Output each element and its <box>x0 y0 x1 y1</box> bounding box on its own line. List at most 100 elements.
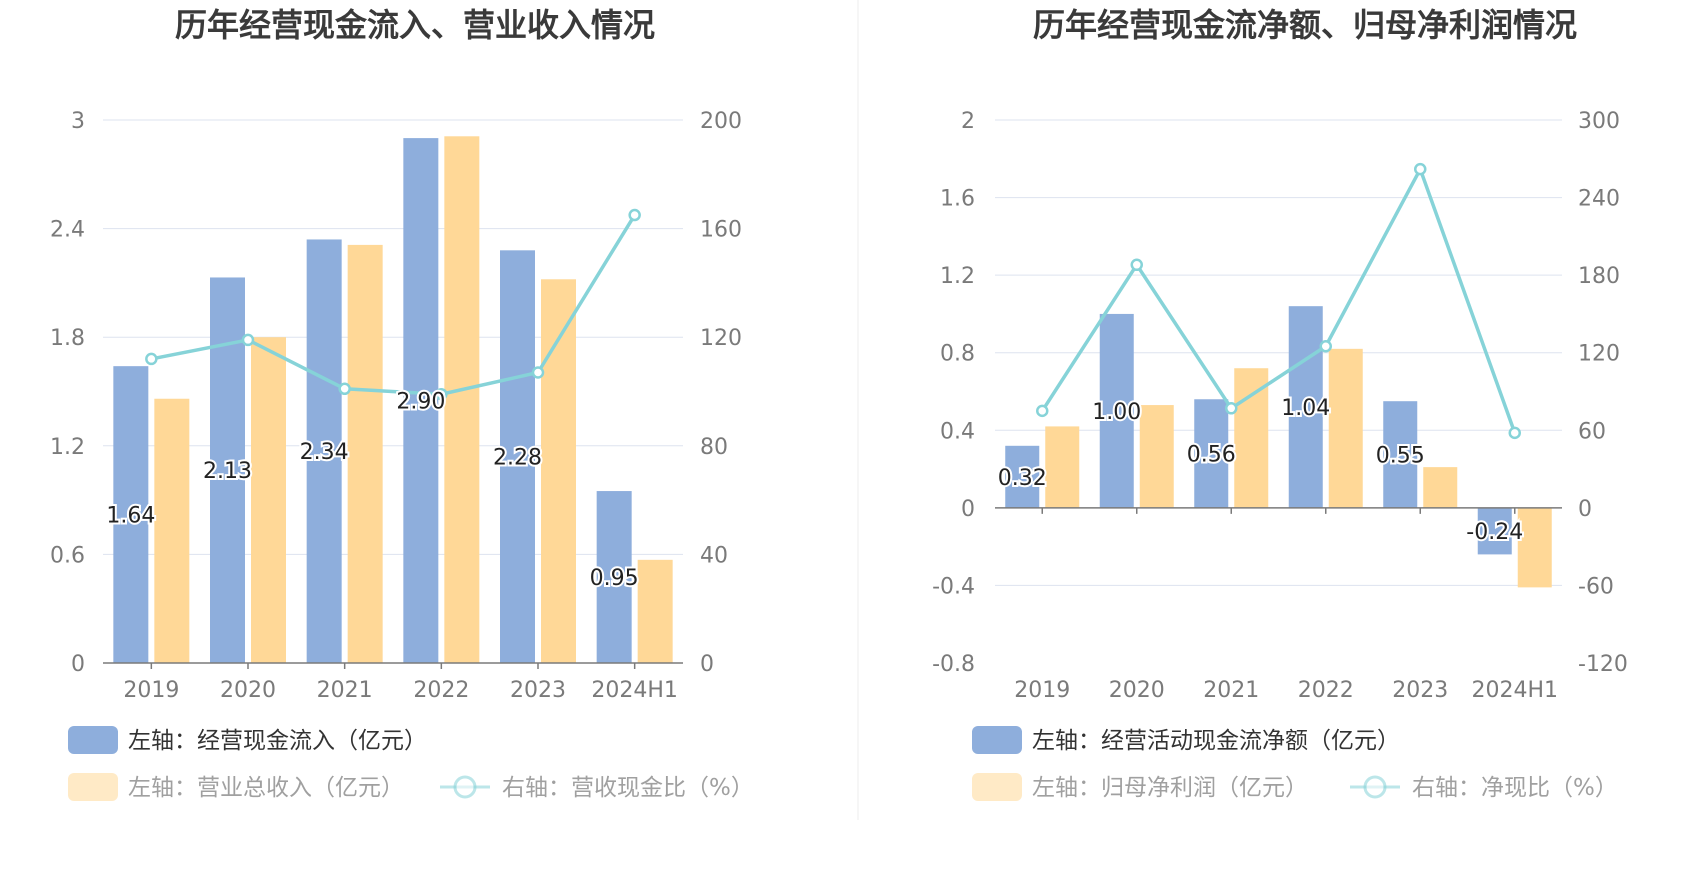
line-point <box>1036 404 1049 418</box>
data-label: 0.32 <box>998 466 1047 491</box>
right-axis-tick-label: 0 <box>700 652 714 677</box>
line-point <box>1225 402 1238 415</box>
data-label: 0.95 <box>590 566 639 591</box>
bar-series-1 <box>113 366 149 663</box>
legend-label-series-2: 左轴：归母净利润（亿元） <box>1032 775 1308 801</box>
bar-series-2 <box>541 279 576 663</box>
left-axis-tick-label: 1.2 <box>940 264 975 289</box>
bar-series-1 <box>306 239 342 663</box>
line-series <box>1040 164 1517 434</box>
left-axis-tick-label: 0.6 <box>50 543 85 568</box>
line-point <box>241 333 255 347</box>
x-axis-tick-label: 2020 <box>220 678 276 703</box>
line-point <box>628 208 641 222</box>
data-label: 2.28 <box>493 446 542 471</box>
right-axis-tick-label: 40 <box>700 543 728 568</box>
chart-title: 历年经营现金流入、营业收入情况 <box>175 6 655 44</box>
line-point <box>1130 258 1143 272</box>
x-axis-tick-label: 2021 <box>1203 678 1259 703</box>
right-axis-tick-label: 60 <box>1578 419 1606 444</box>
bar-series-2 <box>637 559 673 663</box>
legend-swatch-series-3 <box>1350 775 1400 799</box>
bar-series-1 <box>1383 401 1418 508</box>
right-axis-tick-label: -60 <box>1578 574 1614 599</box>
left-axis-tick-label: -0.4 <box>932 574 975 599</box>
line-point <box>1508 426 1521 440</box>
x-axis-tick-label: 2019 <box>123 678 179 703</box>
line-point <box>145 352 158 366</box>
line-point <box>1319 340 1332 353</box>
legend: 左轴：经营活动现金流净额（亿元） 左轴：归母净利润（亿元） 右轴：净现比（%） <box>972 726 1618 801</box>
legend-swatch-series-3 <box>440 775 490 799</box>
data-label: 2.34 <box>300 440 349 465</box>
x-axis-tick-label: 2024H1 <box>1471 678 1558 703</box>
line-point <box>1414 162 1427 176</box>
data-label: 2.90 <box>396 390 445 415</box>
right-axis-tick-label: 0 <box>1578 497 1592 522</box>
chart-cash-inflow-revenue: 历年经营现金流入、营业收入情况 1.64 2.13 2.34 2.90 2.28 0.95… <box>50 6 754 801</box>
bar-series-2 <box>154 398 190 663</box>
x-axis-tick-label: 2023 <box>510 678 566 703</box>
legend-label-series-2: 左轴：营业总收入（亿元） <box>128 775 404 801</box>
data-label: 0.55 <box>1376 444 1425 469</box>
x-axis-tick-label: 2019 <box>1014 678 1070 703</box>
x-axis-tick-label: 2020 <box>1109 678 1165 703</box>
bar-series-1 <box>1005 445 1040 508</box>
bar-series-1 <box>1194 399 1229 508</box>
line-point <box>435 387 448 401</box>
line-series <box>150 214 637 396</box>
bar-series-2 <box>1234 368 1269 508</box>
bar-series-2 <box>1139 405 1174 508</box>
right-axis-tick-label: 200 <box>700 109 742 134</box>
left-axis-tick-label: 0.8 <box>940 342 975 367</box>
data-label: -0.24 <box>1466 520 1523 545</box>
legend-swatch-series-1 <box>972 726 1022 754</box>
right-axis-tick-label: 240 <box>1578 187 1620 212</box>
data-label: 1.04 <box>1281 396 1330 421</box>
right-axis-tick-label: 300 <box>1578 109 1620 134</box>
left-axis-tick-label: 3 <box>71 109 85 134</box>
legend-label-series-3: 右轴：净现比（%） <box>1412 775 1618 801</box>
bar-series-1 <box>596 491 632 663</box>
legend-label-series-3: 右轴：营收现金比（%） <box>502 775 754 801</box>
data-label: 1.00 <box>1092 400 1141 425</box>
bar-series-1 <box>403 138 439 664</box>
right-axis-tick-label: -120 <box>1578 652 1628 677</box>
right-axis-tick-label: 120 <box>1578 342 1620 367</box>
x-axis-tick-label: 2022 <box>1298 678 1354 703</box>
data-label: 2.13 <box>203 459 252 484</box>
bar-series-1 <box>1477 507 1512 555</box>
bar-series-2 <box>444 136 480 664</box>
left-axis-tick-label: 0 <box>71 652 85 677</box>
legend-swatch-series-1 <box>68 726 118 754</box>
legend-swatch-series-2 <box>972 773 1022 801</box>
left-axis-tick-label: 0 <box>961 497 975 522</box>
chart-net-cash-flow-profit: 历年经营现金流净额、归母净利润情况 0.32 1.00 0.56 1.04 0.55 -0… <box>932 6 1628 801</box>
right-axis-tick-label: 80 <box>700 435 728 460</box>
left-axis-tick-label: 0.4 <box>940 419 975 444</box>
bar-series-2 <box>1328 348 1363 508</box>
bar-series-1 <box>500 250 535 663</box>
bar-series-2 <box>1045 426 1080 508</box>
bar-series-2 <box>251 337 286 663</box>
left-axis-tick-label: -0.8 <box>932 652 975 677</box>
right-axis-tick-label: 160 <box>700 218 742 243</box>
bar-series-1 <box>1099 313 1134 508</box>
line-point <box>338 382 351 396</box>
left-axis-tick-label: 1.6 <box>940 187 975 212</box>
left-axis-tick-label: 2 <box>961 109 975 134</box>
bar-series-2 <box>1423 467 1458 508</box>
x-axis-tick-label: 2021 <box>317 678 373 703</box>
bar-series-2 <box>347 244 383 663</box>
legend-label-series-1: 左轴：经营现金流入（亿元） <box>128 728 427 754</box>
bar-series-2 <box>1517 507 1552 588</box>
data-label: 0.56 <box>1187 443 1236 468</box>
x-axis-tick-label: 2022 <box>413 678 469 703</box>
data-label: 1.64 <box>106 504 155 529</box>
legend: 左轴：经营现金流入（亿元） 左轴：营业总收入（亿元） 右轴：营收现金比（%） <box>68 726 754 801</box>
left-axis-tick-label: 1.2 <box>50 435 85 460</box>
x-axis-tick-label: 2023 <box>1392 678 1448 703</box>
chart-title: 历年经营现金流净额、归母净利润情况 <box>1033 6 1577 44</box>
line-point <box>531 366 545 379</box>
